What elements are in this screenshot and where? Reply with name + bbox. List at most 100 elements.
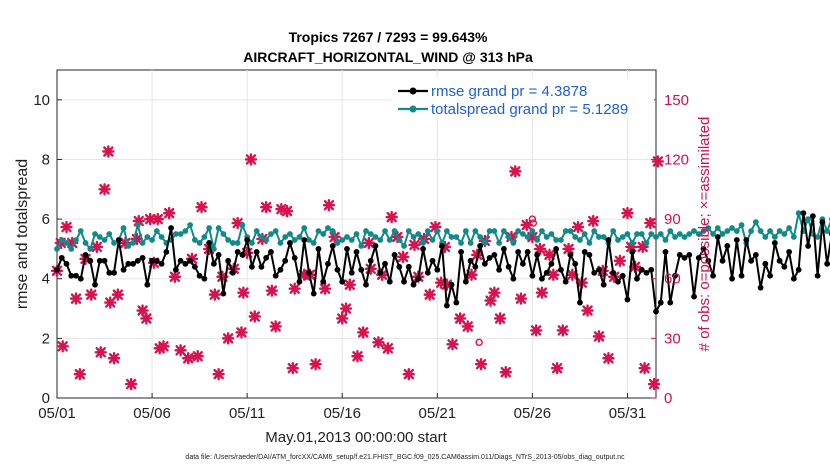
rmse-point <box>144 281 151 288</box>
totalspread-point <box>63 240 70 246</box>
totalspread-point <box>144 234 151 240</box>
rmse-point <box>268 248 274 255</box>
totalspread-point <box>472 228 479 234</box>
totalspread-point <box>120 225 127 231</box>
totalspread-point <box>401 243 407 249</box>
rmse-point <box>676 251 683 258</box>
rmse-point <box>624 296 631 303</box>
rmse-point <box>229 269 236 276</box>
rmse-point <box>63 260 70 267</box>
rmse-point <box>420 246 426 252</box>
totalspread-point <box>814 234 821 240</box>
rmse-point <box>610 269 617 276</box>
legend-spread-text: totalspread grand pr = 5.1289 <box>431 101 628 118</box>
totalspread-point <box>111 240 117 246</box>
obs-assimilated-marker <box>446 338 459 351</box>
rmse-point <box>724 243 731 249</box>
totalspread-point <box>320 231 327 237</box>
rmse-point <box>653 308 659 315</box>
obs-assimilated-marker <box>530 324 543 337</box>
obs-possible-marker <box>475 338 483 347</box>
obs-assimilated-marker <box>216 270 229 283</box>
totalspread-point <box>77 228 84 234</box>
rmse-point <box>82 251 89 258</box>
obs-assimilated-marker <box>423 288 436 301</box>
chart-title-line2: AIRCRAFT_HORIZONTAL_WIND @ 313 hPa <box>243 49 533 65</box>
legend-spread-marker <box>409 105 417 113</box>
obs-assimilated-marker <box>356 326 370 339</box>
totalspread-point <box>344 234 350 240</box>
obs-assimilated-marker <box>526 230 539 244</box>
rmse-point <box>310 290 317 297</box>
rmse-point <box>177 257 184 264</box>
rmse-point <box>291 254 298 261</box>
rmse-point <box>172 266 179 273</box>
tick-label-right: 150 <box>664 92 689 109</box>
totalspread-point <box>510 240 517 246</box>
rmse-point <box>439 243 445 249</box>
rmse-point <box>567 251 574 258</box>
totalspread-point <box>700 228 707 234</box>
totalspread-point <box>619 234 626 240</box>
tick-label-left: 0 <box>42 390 50 407</box>
rmse-point <box>681 254 688 261</box>
rmse-point <box>258 263 265 270</box>
obs-assimilated-marker <box>651 155 665 168</box>
obs-assimilated-marker <box>221 332 235 345</box>
totalspread-point <box>296 234 303 240</box>
totalspread-point <box>681 234 688 240</box>
obs-assimilated-marker <box>174 344 187 357</box>
obs-assimilated-marker <box>509 165 522 178</box>
rmse-point <box>196 272 203 279</box>
obs-assimilated-marker <box>587 214 600 228</box>
rmse-point <box>339 278 346 285</box>
rmse-point <box>581 248 588 255</box>
totalspread-series <box>54 210 830 252</box>
rmse-point <box>415 275 422 282</box>
obs-assimilated-marker <box>85 288 98 301</box>
rmse-point <box>619 272 626 279</box>
totalspread-point <box>353 231 360 237</box>
rmse-point <box>477 243 484 249</box>
totalspread-point <box>96 234 103 240</box>
rmse-point <box>396 263 403 270</box>
rmse-point <box>424 269 431 276</box>
obs-assimilated-marker <box>543 248 556 262</box>
obs-assimilated-marker <box>66 236 79 250</box>
rmse-point <box>329 243 336 249</box>
totalspread-point <box>714 225 721 231</box>
totalspread-point <box>405 228 412 234</box>
totalspread-point <box>686 231 693 237</box>
rmse-point <box>386 278 393 285</box>
totalspread-point <box>325 225 331 231</box>
obs-possible-marker <box>528 215 537 223</box>
tick-label-x: 05/26 <box>514 405 552 422</box>
rmse-point <box>73 272 79 279</box>
y-axis-right-label: # of obs: o=possible; ×=assimilated <box>696 117 713 352</box>
rmse-point <box>282 257 289 264</box>
rmse-point <box>586 251 593 258</box>
obs-assimilated-marker <box>275 202 288 216</box>
obs-assimilated-marker <box>157 340 170 353</box>
totalspread-point <box>334 240 341 246</box>
totalspread-point <box>824 228 830 234</box>
rmse-point <box>434 266 441 273</box>
totalspread-point <box>615 237 621 243</box>
rmse-point <box>500 246 507 252</box>
totalspread-point <box>453 234 460 240</box>
obs-assimilated-marker <box>396 250 410 264</box>
tick-label-x: 05/21 <box>419 405 457 422</box>
obs-assimilated-marker <box>318 282 332 295</box>
totalspread-point <box>529 228 536 234</box>
totalspread-point <box>372 234 379 240</box>
obs-assimilated-marker <box>343 278 357 291</box>
totalspread-point <box>757 228 764 234</box>
obs-assimilated-marker <box>440 278 454 291</box>
obs-assimilated-marker <box>381 342 395 355</box>
totalspread-point <box>263 237 270 243</box>
rmse-point <box>210 260 217 267</box>
totalspread-point <box>572 234 579 240</box>
totalspread-point <box>543 234 550 240</box>
totalspread-point <box>762 234 769 240</box>
